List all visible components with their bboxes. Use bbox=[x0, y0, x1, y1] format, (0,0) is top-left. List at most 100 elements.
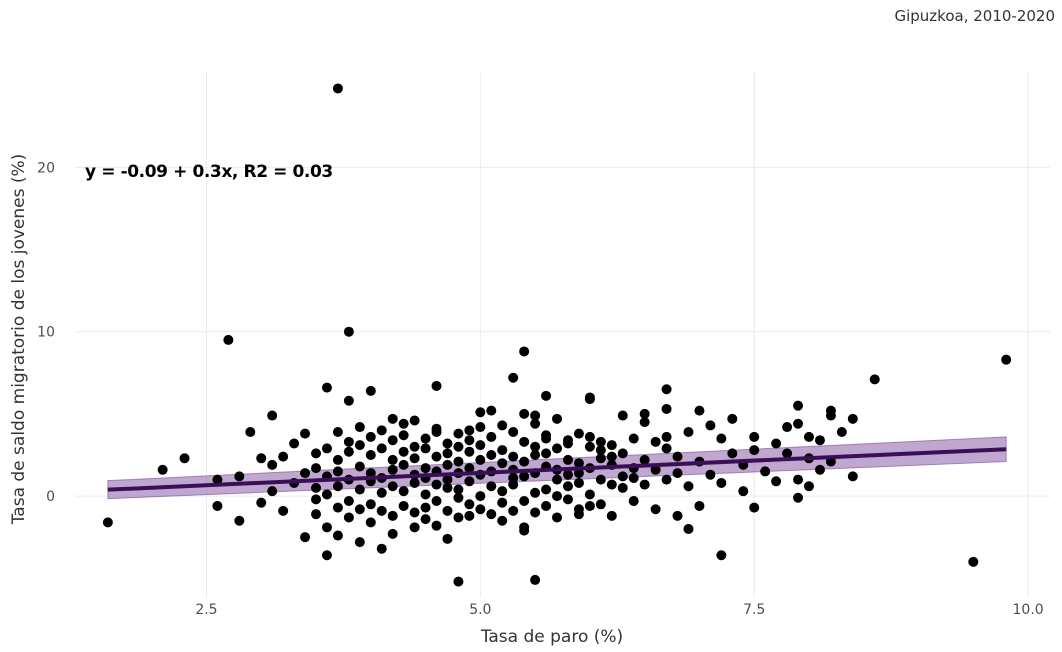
data-point bbox=[606, 510, 617, 521]
data-point bbox=[617, 471, 628, 482]
data-point bbox=[825, 405, 836, 416]
data-point bbox=[584, 431, 595, 442]
data-point bbox=[475, 407, 486, 418]
data-point bbox=[562, 454, 573, 465]
data-point bbox=[552, 474, 563, 485]
data-point bbox=[332, 530, 343, 541]
data-point bbox=[497, 420, 508, 431]
data-point bbox=[793, 400, 804, 411]
data-point bbox=[552, 491, 563, 502]
data-point bbox=[409, 477, 420, 488]
data-point bbox=[475, 454, 486, 465]
data-point bbox=[584, 489, 595, 500]
data-point bbox=[595, 453, 606, 464]
data-point bbox=[431, 451, 442, 462]
data-point bbox=[343, 446, 354, 457]
data-point bbox=[409, 441, 420, 452]
data-point bbox=[683, 481, 694, 492]
data-point bbox=[562, 469, 573, 480]
data-point bbox=[672, 510, 683, 521]
data-point bbox=[836, 426, 847, 437]
data-point bbox=[803, 431, 814, 442]
data-point bbox=[584, 500, 595, 511]
data-point bbox=[573, 477, 584, 488]
data-point bbox=[541, 433, 552, 444]
regression-line-path bbox=[107, 447, 1007, 492]
data-point bbox=[694, 405, 705, 416]
data-point bbox=[332, 502, 343, 513]
data-point bbox=[486, 509, 497, 520]
data-point bbox=[431, 479, 442, 490]
data-point bbox=[343, 512, 354, 523]
data-point bbox=[365, 499, 376, 510]
data-point bbox=[223, 334, 234, 345]
data-point bbox=[398, 446, 409, 457]
data-point bbox=[519, 436, 530, 447]
data-point bbox=[683, 426, 694, 437]
data-point bbox=[552, 413, 563, 424]
data-point bbox=[431, 520, 442, 531]
data-point bbox=[475, 440, 486, 451]
data-point bbox=[442, 438, 453, 449]
data-point bbox=[289, 438, 300, 449]
data-point bbox=[869, 374, 880, 385]
data-point bbox=[497, 486, 508, 497]
data-point bbox=[617, 482, 628, 493]
data-point bbox=[508, 505, 519, 516]
data-point bbox=[267, 410, 278, 421]
data-point bbox=[420, 433, 431, 444]
data-point bbox=[256, 453, 267, 464]
data-point bbox=[376, 487, 387, 498]
data-point bbox=[365, 449, 376, 460]
data-point bbox=[278, 505, 289, 516]
data-point bbox=[530, 410, 541, 421]
x-tick-label: 10.0 bbox=[1013, 602, 1044, 618]
data-point bbox=[968, 556, 979, 567]
data-point bbox=[760, 466, 771, 477]
data-point bbox=[398, 500, 409, 511]
data-point bbox=[661, 403, 672, 414]
x-axis-ticks: 2.5 5.0 7.5 10.0 bbox=[195, 602, 1043, 618]
data-point bbox=[661, 384, 672, 395]
data-point bbox=[321, 550, 332, 561]
data-point bbox=[343, 496, 354, 507]
data-point bbox=[716, 433, 727, 444]
data-point bbox=[519, 408, 530, 419]
data-point bbox=[442, 448, 453, 459]
data-point bbox=[793, 492, 804, 503]
data-point bbox=[234, 515, 245, 526]
data-point bbox=[530, 418, 541, 429]
data-point bbox=[376, 425, 387, 436]
data-point bbox=[464, 499, 475, 510]
y-tick-label: 10 bbox=[37, 325, 55, 341]
data-point bbox=[771, 476, 782, 487]
data-point bbox=[486, 431, 497, 442]
data-point bbox=[749, 502, 760, 513]
data-point bbox=[431, 496, 442, 507]
data-point bbox=[453, 441, 464, 452]
data-point bbox=[606, 479, 617, 490]
data-point bbox=[354, 484, 365, 495]
data-point bbox=[595, 474, 606, 485]
data-point bbox=[530, 507, 541, 518]
data-point bbox=[354, 422, 365, 433]
data-point bbox=[639, 417, 650, 428]
data-point bbox=[573, 458, 584, 469]
data-point bbox=[376, 543, 387, 554]
data-point bbox=[793, 474, 804, 485]
data-point bbox=[212, 474, 223, 485]
data-point bbox=[420, 463, 431, 474]
data-point bbox=[661, 443, 672, 454]
y-axis-ticks: 0 10 20 bbox=[37, 160, 55, 505]
data-point bbox=[727, 448, 738, 459]
x-tick-label: 5.0 bbox=[469, 602, 491, 618]
data-point bbox=[343, 436, 354, 447]
data-point bbox=[508, 451, 519, 462]
data-point bbox=[508, 372, 519, 383]
data-point bbox=[530, 574, 541, 585]
data-point bbox=[256, 497, 267, 508]
data-point bbox=[387, 435, 398, 446]
data-point bbox=[387, 510, 398, 521]
data-point bbox=[234, 471, 245, 482]
data-point bbox=[519, 456, 530, 467]
